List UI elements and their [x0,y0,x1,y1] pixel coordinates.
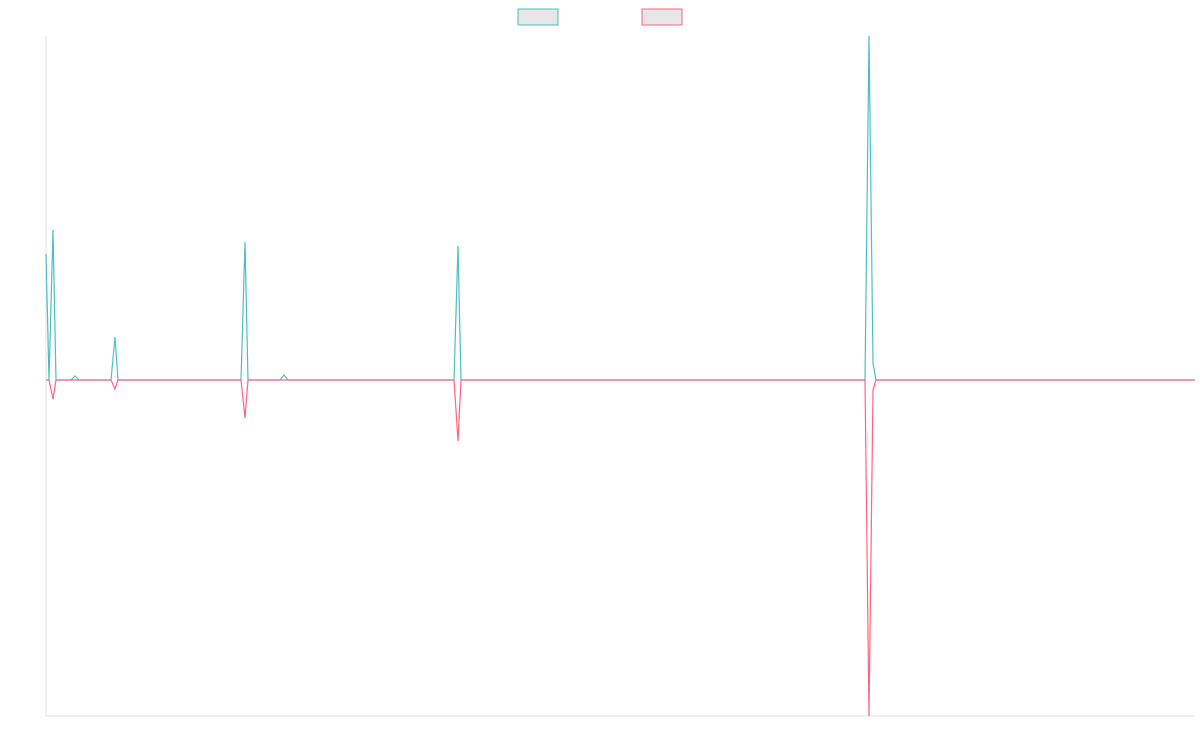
legend-swatch[interactable] [641,8,683,26]
series-line [46,379,1195,717]
legend-swatch[interactable] [517,8,559,26]
series-line [45,35,1195,381]
